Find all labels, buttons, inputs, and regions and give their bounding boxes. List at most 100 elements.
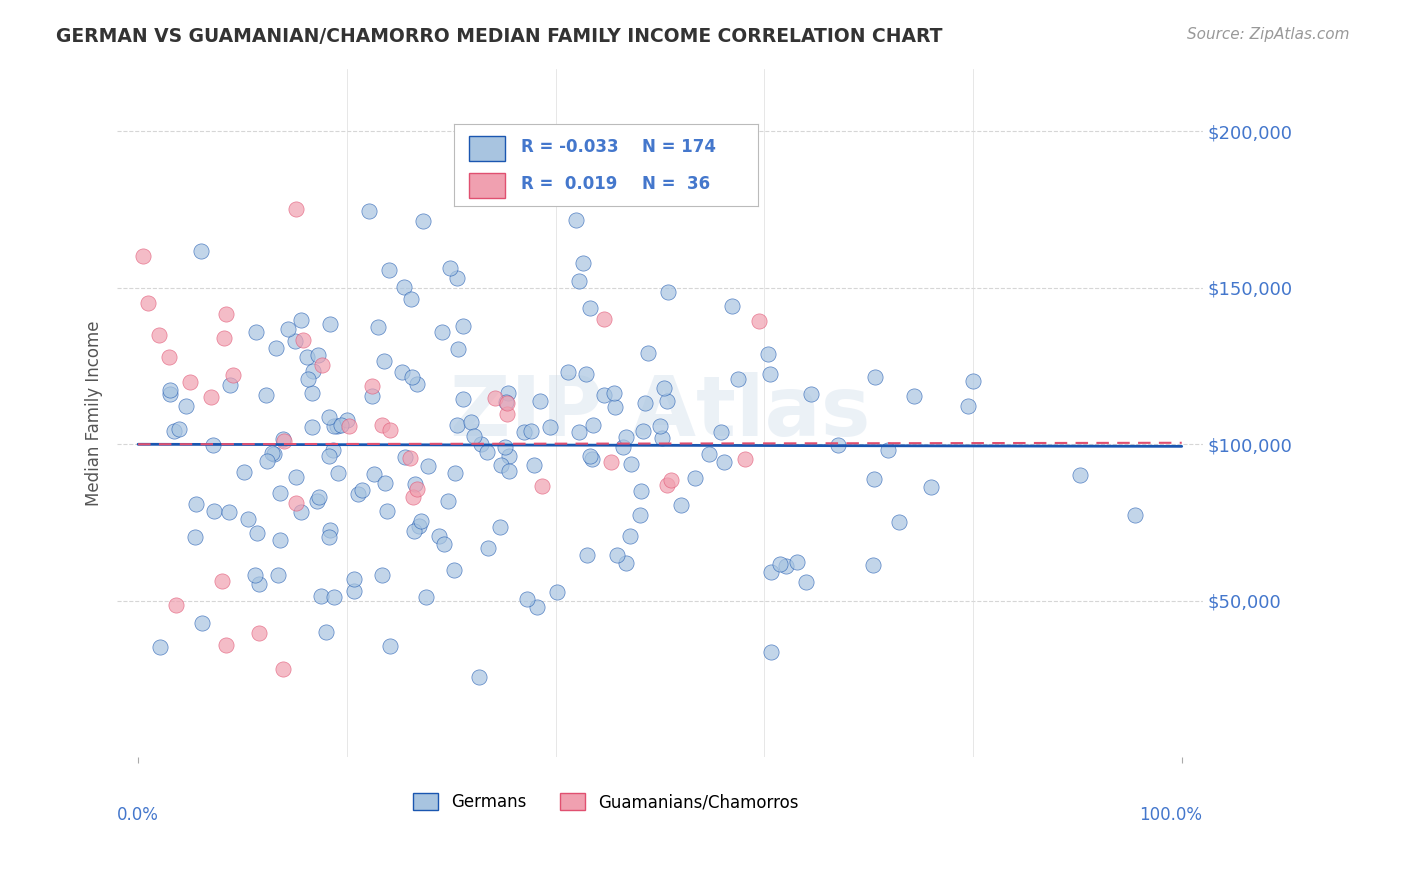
Guamanians/Chamorros bbox=[361, 378, 384, 392]
Germans bbox=[307, 348, 329, 362]
Germans bbox=[1123, 508, 1146, 523]
Germans bbox=[575, 367, 598, 381]
Germans bbox=[575, 548, 598, 562]
Germans bbox=[219, 378, 242, 392]
Germans bbox=[759, 367, 782, 381]
Germans bbox=[529, 394, 551, 409]
Germans bbox=[579, 301, 602, 315]
Germans bbox=[159, 383, 181, 397]
Germans bbox=[697, 447, 720, 461]
Guamanians/Chamorros bbox=[211, 574, 233, 589]
Germans bbox=[283, 334, 305, 349]
Germans bbox=[322, 443, 344, 458]
Guamanians/Chamorros bbox=[748, 314, 770, 328]
Germans bbox=[451, 319, 474, 334]
Germans bbox=[218, 505, 240, 519]
Guamanians/Chamorros bbox=[273, 434, 295, 448]
Germans bbox=[256, 454, 278, 468]
Germans bbox=[246, 526, 269, 541]
Guamanians/Chamorros bbox=[148, 327, 170, 342]
Germans bbox=[863, 369, 886, 384]
Germans bbox=[328, 466, 350, 480]
Germans bbox=[468, 670, 491, 684]
Germans bbox=[269, 486, 291, 500]
Guamanians/Chamorros bbox=[132, 249, 155, 263]
Germans bbox=[378, 262, 401, 277]
Germans bbox=[630, 484, 652, 499]
Germans bbox=[346, 486, 368, 500]
Germans bbox=[578, 449, 600, 463]
Germans bbox=[169, 422, 191, 436]
Germans bbox=[794, 575, 817, 590]
Germans bbox=[657, 285, 679, 300]
Germans bbox=[775, 559, 797, 574]
Germans bbox=[526, 599, 548, 614]
Germans bbox=[603, 385, 626, 400]
Guamanians/Chamorros bbox=[496, 395, 519, 409]
Germans bbox=[581, 451, 603, 466]
Germans bbox=[377, 503, 399, 517]
Germans bbox=[308, 490, 330, 504]
Guamanians/Chamorros bbox=[271, 662, 294, 676]
Germans bbox=[290, 505, 312, 519]
Germans bbox=[415, 591, 437, 605]
Germans bbox=[956, 400, 979, 414]
Text: 0.0%: 0.0% bbox=[117, 805, 159, 823]
Germans bbox=[612, 440, 634, 454]
Germans bbox=[318, 409, 340, 424]
Germans bbox=[202, 503, 225, 517]
Germans bbox=[614, 430, 637, 444]
Germans bbox=[564, 213, 586, 227]
Germans bbox=[651, 431, 673, 445]
Germans bbox=[516, 591, 538, 606]
Germans bbox=[174, 400, 197, 414]
Guamanians/Chamorros bbox=[285, 202, 308, 216]
Germans bbox=[319, 317, 342, 331]
Germans bbox=[264, 341, 287, 355]
Germans bbox=[593, 388, 616, 402]
Germans bbox=[572, 256, 595, 270]
Germans bbox=[427, 529, 450, 543]
Germans bbox=[470, 437, 492, 451]
Germans bbox=[263, 447, 285, 461]
Germans bbox=[245, 325, 267, 339]
Germans bbox=[162, 424, 184, 438]
Germans bbox=[710, 425, 733, 439]
Germans bbox=[491, 458, 513, 472]
Germans bbox=[546, 584, 568, 599]
Germans bbox=[446, 417, 468, 432]
Germans bbox=[311, 589, 333, 603]
Text: GERMAN VS GUAMANIAN/CHAMORRO MEDIAN FAMILY INCOME CORRELATION CHART: GERMAN VS GUAMANIAN/CHAMORRO MEDIAN FAMI… bbox=[56, 27, 943, 45]
Germans bbox=[330, 417, 353, 432]
Germans bbox=[512, 425, 534, 439]
Guamanians/Chamorros bbox=[734, 452, 756, 467]
Germans bbox=[394, 450, 416, 464]
Germans bbox=[619, 528, 641, 542]
Germans bbox=[654, 381, 676, 395]
Germans bbox=[267, 567, 290, 582]
Germans bbox=[190, 244, 212, 259]
Germans bbox=[761, 645, 783, 659]
Germans bbox=[657, 394, 679, 409]
Germans bbox=[399, 292, 422, 306]
Guamanians/Chamorros bbox=[247, 625, 270, 640]
Guamanians/Chamorros bbox=[496, 407, 519, 421]
Germans bbox=[557, 366, 579, 380]
Germans bbox=[269, 533, 291, 547]
Germans bbox=[634, 396, 657, 410]
Guamanians/Chamorros bbox=[405, 482, 427, 496]
Guamanians/Chamorros bbox=[399, 451, 422, 466]
Germans bbox=[343, 572, 366, 586]
Guamanians/Chamorros bbox=[371, 418, 394, 433]
Germans bbox=[322, 590, 344, 604]
Text: Source: ZipAtlas.com: Source: ZipAtlas.com bbox=[1187, 27, 1350, 42]
Germans bbox=[411, 514, 433, 528]
Guamanians/Chamorros bbox=[165, 599, 187, 613]
Germans bbox=[436, 494, 458, 508]
Guamanians/Chamorros bbox=[291, 333, 314, 347]
Germans bbox=[277, 322, 299, 336]
Germans bbox=[408, 518, 430, 533]
Germans bbox=[367, 320, 389, 334]
Germans bbox=[460, 415, 482, 429]
Germans bbox=[404, 477, 426, 491]
